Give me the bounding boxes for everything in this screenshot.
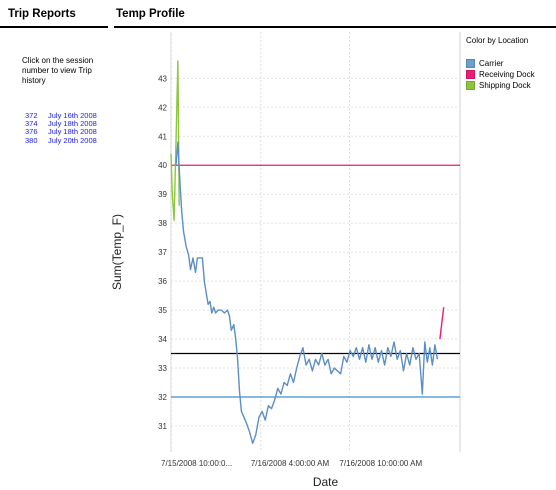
x-tick-label: 7/16/2008 10:00:00 AM [339,459,422,468]
legend-label-carrier: Carrier [479,59,504,68]
session-list: 372 July 16th 2008 374 July 18th 2008 376 J… [22,111,108,145]
legend-item-carrier[interactable]: Carrier [466,58,535,69]
y-tick-label: 41 [158,132,167,141]
y-tick-label: 34 [158,335,167,344]
session-link-372[interactable]: 372 July 16th 2008 [25,111,97,120]
legend-swatch-receiving-dock [466,70,475,79]
series-line-receiving-dock [439,307,445,340]
y-tick-label: 35 [158,306,167,315]
session-link-374[interactable]: 374 July 18th 2008 [25,119,97,129]
y-tick-label: 42 [158,103,167,112]
legend-swatch-carrier [466,59,475,68]
y-tick-label: 38 [158,219,167,228]
trip-reports-header: Trip Reports [0,0,108,28]
legend-label-shipping-dock: Shipping Dock [479,81,531,90]
y-tick-label: 37 [158,248,167,257]
x-tick-label: 7/16/2008 4:00:00 AM [251,459,330,468]
legend-item-receiving-dock[interactable]: Receiving Dock [466,69,535,80]
legend-label-receiving-dock: Receiving Dock [479,70,535,79]
legend-item-shipping-dock[interactable]: Shipping Dock [466,80,535,91]
x-axis-title: Date [313,475,339,489]
y-axis-title: Sum(Temp_F) [110,214,124,290]
temp-profile-header: Temp Profile [114,0,556,28]
y-tick-label: 32 [158,393,167,402]
series-line-shipping-dock [170,60,180,221]
session-link-376[interactable]: 376 July 18th 2008 [25,127,97,137]
series-line-carrier [175,141,439,444]
y-tick-label: 39 [158,190,167,199]
y-tick-label: 33 [158,364,167,373]
trip-reports-title: Trip Reports [8,8,76,20]
y-tick-label: 40 [158,161,167,170]
session-link-380[interactable]: 380 July 20th 2008 [25,135,97,145]
x-tick-label: 7/15/2008 10:00:0... [161,459,232,468]
y-tick-label: 31 [158,422,167,431]
legend: Carrier Receiving Dock Shipping Dock [466,58,535,91]
legend-title: Color by Location [466,36,529,45]
temp-profile-title: Temp Profile [116,8,185,20]
sidebar-instructions: Click on the session number to view Trip… [22,56,94,85]
y-tick-label: 36 [158,277,167,286]
y-tick-label: 43 [158,74,167,83]
legend-swatch-shipping-dock [466,81,475,90]
